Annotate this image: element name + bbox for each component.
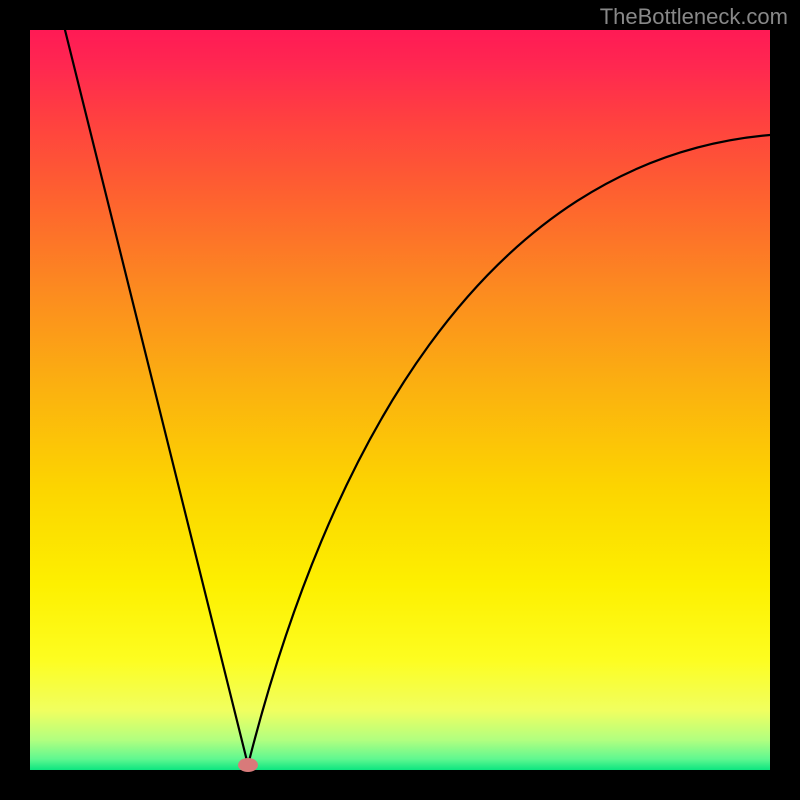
outer-frame: TheBottleneck.com [0,0,800,800]
minimum-marker [238,758,258,772]
plot-area [30,30,770,770]
curve-layer [30,30,770,770]
bottleneck-curve [65,30,770,765]
watermark-text: TheBottleneck.com [600,4,788,30]
